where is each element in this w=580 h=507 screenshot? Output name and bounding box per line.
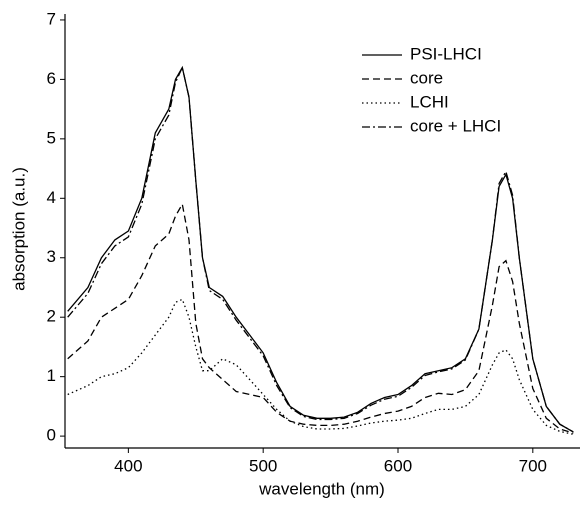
legend-label: core — [410, 68, 443, 87]
y-tick-label: 7 — [47, 9, 56, 28]
y-tick-label: 1 — [47, 366, 56, 385]
legend-label: LCHI — [410, 92, 449, 111]
series-line — [67, 202, 574, 434]
x-tick-label: 700 — [519, 456, 547, 475]
y-tick-label: 0 — [47, 426, 56, 445]
y-tick-label: 2 — [47, 307, 56, 326]
legend-label: PSI-LHCI — [410, 44, 482, 63]
x-tick-label: 500 — [249, 456, 277, 475]
y-tick-label: 4 — [47, 188, 56, 207]
series-line — [67, 65, 574, 433]
y-tick-label: 5 — [47, 128, 56, 147]
y-tick-label: 6 — [47, 69, 56, 88]
legend-label: core + LHCI — [410, 116, 501, 135]
x-tick-label: 600 — [384, 456, 412, 475]
series-line — [67, 298, 574, 435]
series-line — [67, 65, 574, 433]
x-tick-label: 400 — [114, 456, 142, 475]
x-axis-label: wavelength (nm) — [258, 479, 385, 498]
y-axis-label: absorption (a.u.) — [9, 167, 28, 291]
y-tick-label: 3 — [47, 247, 56, 266]
